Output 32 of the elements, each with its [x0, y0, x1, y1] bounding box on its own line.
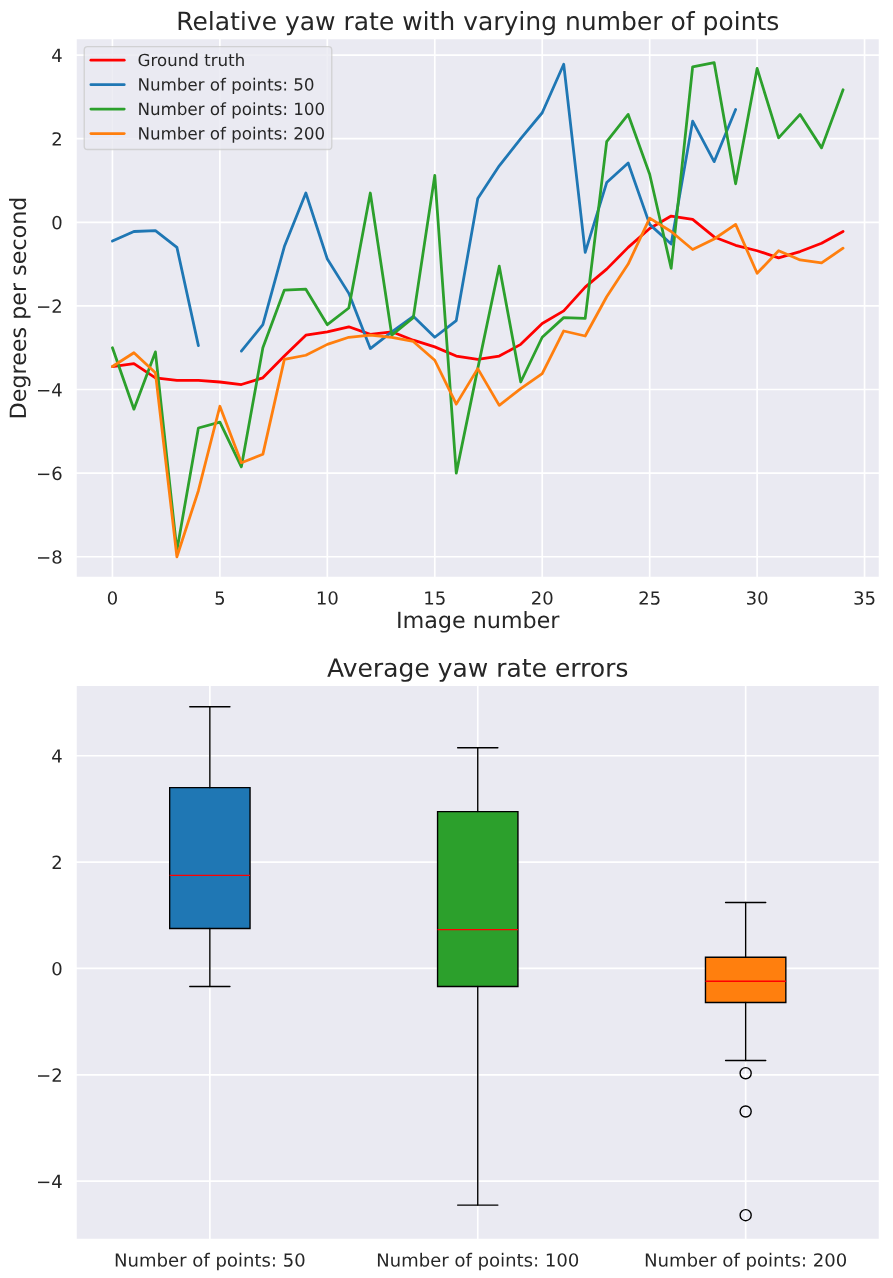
- y-tick-label: −8: [38, 550, 62, 564]
- legend-label: Ground truth: [138, 53, 244, 67]
- y-tick-label: 2: [52, 855, 61, 869]
- y-tick-label: −4: [38, 1174, 62, 1189]
- x-tick-label: 10: [317, 591, 338, 605]
- x-tick-label: 25: [639, 591, 660, 605]
- x-tick-label: 35: [854, 591, 875, 605]
- y-tick-label: 2: [52, 132, 61, 146]
- legend-label: Number of points: 200: [139, 126, 324, 143]
- y-tick-label: −2: [38, 1068, 61, 1082]
- y-tick-label: 0: [52, 215, 62, 230]
- y-tick-label: −2: [38, 299, 61, 313]
- y-tick-label: 0: [52, 961, 62, 976]
- x-tick-label: 5: [215, 591, 225, 605]
- y-axis-title: Degrees per second: [9, 198, 31, 418]
- y-tick-label: 4: [52, 48, 62, 62]
- x-tick-label: Number of points: 50: [115, 1252, 305, 1271]
- x-tick-label: Number of points: 200: [645, 1252, 847, 1271]
- y-tick-label: −4: [38, 383, 62, 397]
- y-tick-label: 4: [52, 749, 62, 763]
- x-tick-label: 15: [425, 591, 445, 605]
- x-tick-label: 0: [107, 591, 117, 605]
- x-tick-label: Number of points: 100: [377, 1252, 579, 1271]
- x-tick-label: 20: [532, 591, 553, 605]
- chart-title: Relative yaw rate with varying number of points: [178, 11, 779, 36]
- chart-title: Average yaw rate errors: [327, 658, 628, 682]
- legend-label: Number of points: 100: [139, 102, 324, 119]
- x-axis-title: Image number: [398, 611, 560, 633]
- y-tick-label: −6: [38, 466, 62, 481]
- legend-label: Number of points: 50: [139, 77, 314, 94]
- line-series: [111, 216, 845, 559]
- x-tick-label: 30: [747, 591, 768, 605]
